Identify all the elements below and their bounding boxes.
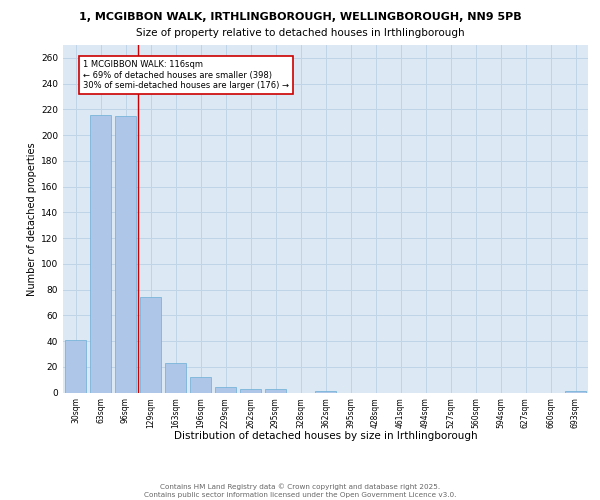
Bar <box>315 391 336 392</box>
X-axis label: Distribution of detached houses by size in Irthlingborough: Distribution of detached houses by size … <box>173 431 478 441</box>
Text: Size of property relative to detached houses in Irthlingborough: Size of property relative to detached ho… <box>136 28 464 38</box>
Bar <box>90 114 111 392</box>
Bar <box>240 388 261 392</box>
Text: 1 MCGIBBON WALK: 116sqm
← 69% of detached houses are smaller (398)
30% of semi-d: 1 MCGIBBON WALK: 116sqm ← 69% of detache… <box>83 60 289 90</box>
Bar <box>65 340 86 392</box>
Bar <box>140 298 161 392</box>
Bar <box>190 377 211 392</box>
Bar <box>265 388 286 392</box>
Y-axis label: Number of detached properties: Number of detached properties <box>27 142 37 296</box>
Bar <box>115 116 136 392</box>
Bar <box>165 363 186 392</box>
Bar <box>565 391 586 392</box>
Bar <box>215 388 236 392</box>
Text: Contains HM Land Registry data © Crown copyright and database right 2025.
Contai: Contains HM Land Registry data © Crown c… <box>144 484 456 498</box>
Text: 1, MCGIBBON WALK, IRTHLINGBOROUGH, WELLINGBOROUGH, NN9 5PB: 1, MCGIBBON WALK, IRTHLINGBOROUGH, WELLI… <box>79 12 521 22</box>
